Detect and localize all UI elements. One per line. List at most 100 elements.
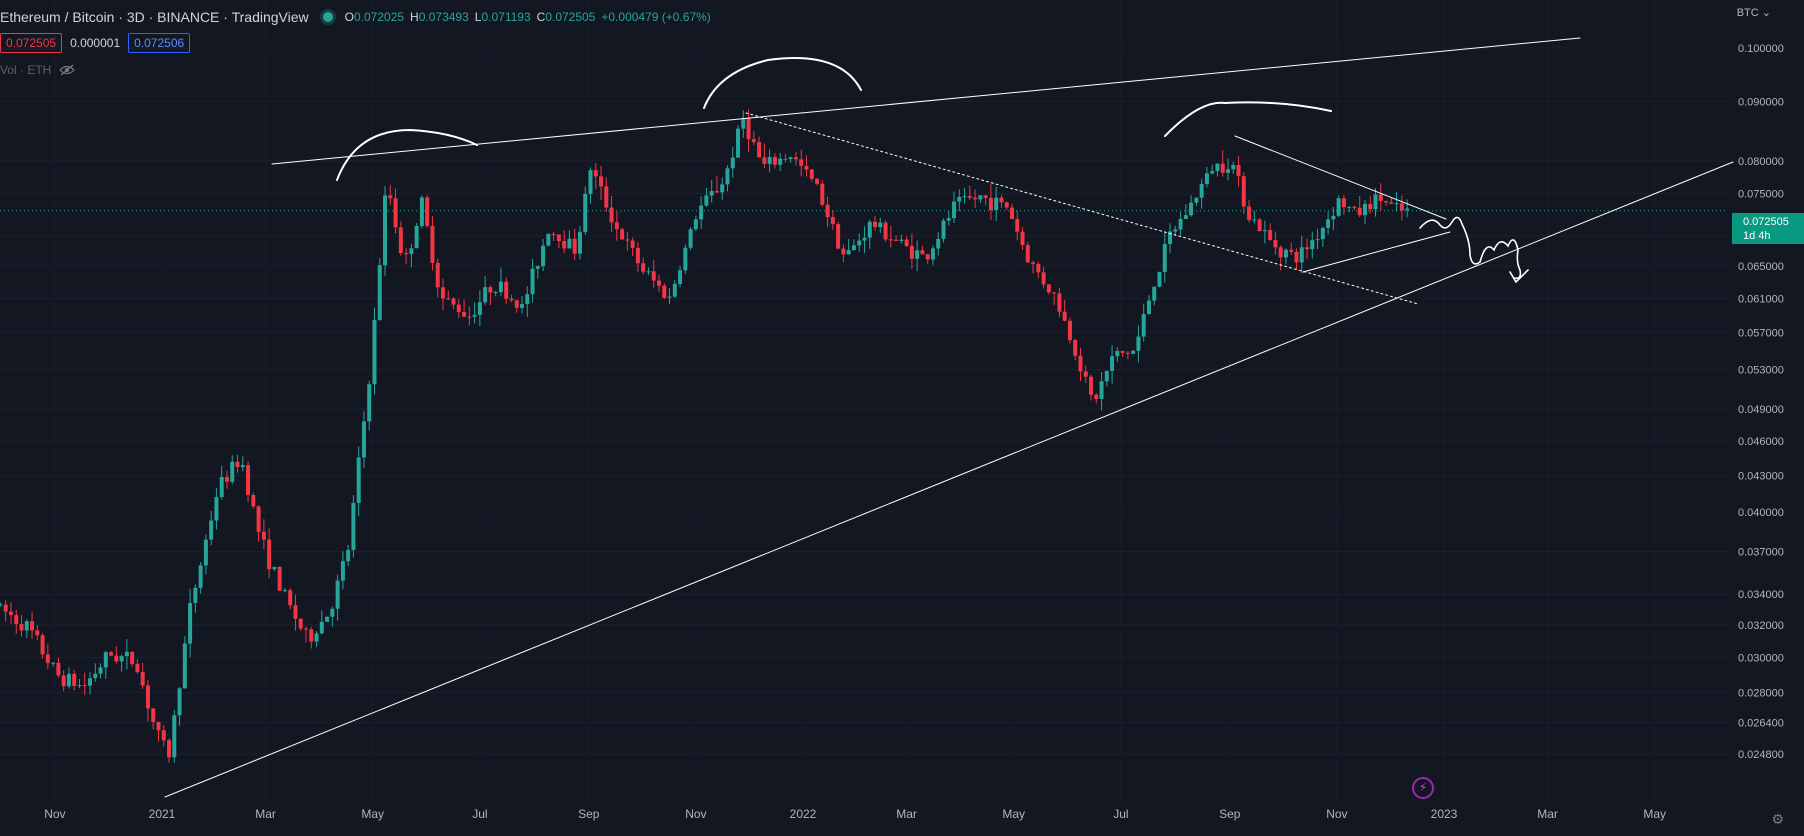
gear-icon[interactable]: ⚙	[1771, 811, 1784, 827]
projection-squiggle[interactable]	[1419, 216, 1529, 284]
wedge-upper-line[interactable]	[1234, 135, 1447, 220]
candle	[851, 239, 856, 251]
time-tick-label: Nov	[685, 807, 706, 821]
candle	[1236, 156, 1241, 187]
candle	[1225, 158, 1230, 181]
candle	[393, 188, 398, 234]
candle	[3, 600, 8, 622]
symbol-title[interactable]: Ethereum / Bitcoin · 3D · BINANCE · Trad…	[0, 9, 309, 25]
candle	[988, 184, 993, 221]
candle	[103, 650, 108, 679]
ask-badge[interactable]: 0.072506	[128, 33, 191, 53]
candle	[251, 492, 256, 509]
bar-countdown: 1d 4h	[1743, 230, 1771, 242]
price-tick-label: 0.040000	[1738, 507, 1784, 519]
eye-off-icon[interactable]	[59, 64, 76, 76]
candle	[30, 611, 35, 640]
candle	[1326, 211, 1331, 235]
candle	[1347, 206, 1352, 213]
candle	[683, 244, 688, 274]
candle	[261, 519, 266, 550]
candle	[319, 610, 324, 635]
candle	[498, 267, 503, 297]
candle	[1262, 220, 1267, 244]
candle	[177, 687, 182, 726]
candle	[325, 616, 330, 622]
candle	[77, 679, 82, 689]
price-tick-label: 0.030000	[1738, 653, 1784, 665]
candle	[35, 625, 40, 641]
candle	[546, 233, 551, 247]
volume-label: Vol · ETH	[0, 63, 52, 77]
upper-resistance-trendline[interactable]	[271, 37, 1581, 165]
time-tick-label: Jul	[1113, 807, 1128, 821]
candle	[1089, 374, 1094, 401]
time-tick-label: Sep	[1219, 807, 1241, 821]
candle	[946, 211, 951, 226]
candle	[1173, 225, 1178, 236]
top-arc-annotation[interactable]	[336, 128, 478, 181]
candle	[1120, 351, 1125, 357]
candle	[367, 380, 372, 431]
price-tick-label: 0.028000	[1738, 688, 1784, 700]
candle	[1341, 194, 1346, 215]
candle	[398, 221, 403, 256]
lightning-icon[interactable]: ⚡	[1412, 777, 1434, 799]
candle	[451, 297, 456, 310]
price-tick-label: 0.080000	[1738, 156, 1784, 168]
candle	[562, 230, 567, 254]
candle	[1194, 197, 1199, 206]
candle	[609, 195, 614, 232]
price-tick-label: 0.061000	[1738, 293, 1784, 305]
candle	[1031, 260, 1036, 274]
candle	[1278, 245, 1283, 271]
candle	[430, 215, 435, 271]
candle	[799, 149, 804, 177]
candle	[1320, 226, 1325, 247]
candle	[1025, 241, 1030, 263]
candle	[114, 646, 119, 664]
axis-currency-selector[interactable]: BTC ⌄	[1736, 7, 1771, 19]
candle	[567, 230, 572, 249]
candle	[1299, 235, 1304, 274]
candle	[409, 243, 414, 268]
candle	[1399, 195, 1404, 221]
candle	[1394, 191, 1399, 212]
candle	[741, 110, 746, 138]
wedge-lower-line[interactable]	[1302, 231, 1451, 273]
candle	[772, 152, 777, 169]
candle	[688, 227, 693, 251]
candle	[1289, 242, 1294, 255]
candle	[815, 177, 820, 186]
top-arc-annotation[interactable]	[703, 57, 862, 109]
candle	[440, 278, 445, 311]
candle	[404, 248, 409, 265]
candle	[846, 239, 851, 255]
candle	[699, 196, 704, 230]
bid-badge[interactable]: 0.072505	[0, 33, 63, 53]
lower-support-trendline[interactable]	[164, 161, 1734, 798]
candle	[361, 411, 366, 469]
candle	[999, 194, 1004, 208]
candle	[340, 551, 345, 590]
candle	[1283, 248, 1288, 265]
price-tick-label: 0.032000	[1738, 620, 1784, 632]
candle	[1310, 231, 1315, 259]
ohlc-readout: O0.072025 H0.073493 L0.071193 C0.072505 …	[344, 10, 711, 24]
candle	[1110, 345, 1115, 384]
candle	[8, 602, 13, 624]
candle	[1052, 291, 1057, 306]
descending-trendline[interactable]	[745, 112, 1419, 305]
candle	[1057, 287, 1062, 318]
time-tick-label: Nov	[1326, 807, 1347, 821]
quote-badges: 0.072505 0.000001 0.072506	[0, 33, 191, 53]
candle	[219, 465, 224, 500]
top-arc-annotation[interactable]	[1164, 101, 1332, 137]
candle	[820, 180, 825, 207]
grid	[0, 47, 1728, 755]
candle	[130, 651, 135, 668]
candle	[1257, 217, 1262, 232]
candle	[19, 615, 24, 637]
candle	[736, 124, 741, 158]
